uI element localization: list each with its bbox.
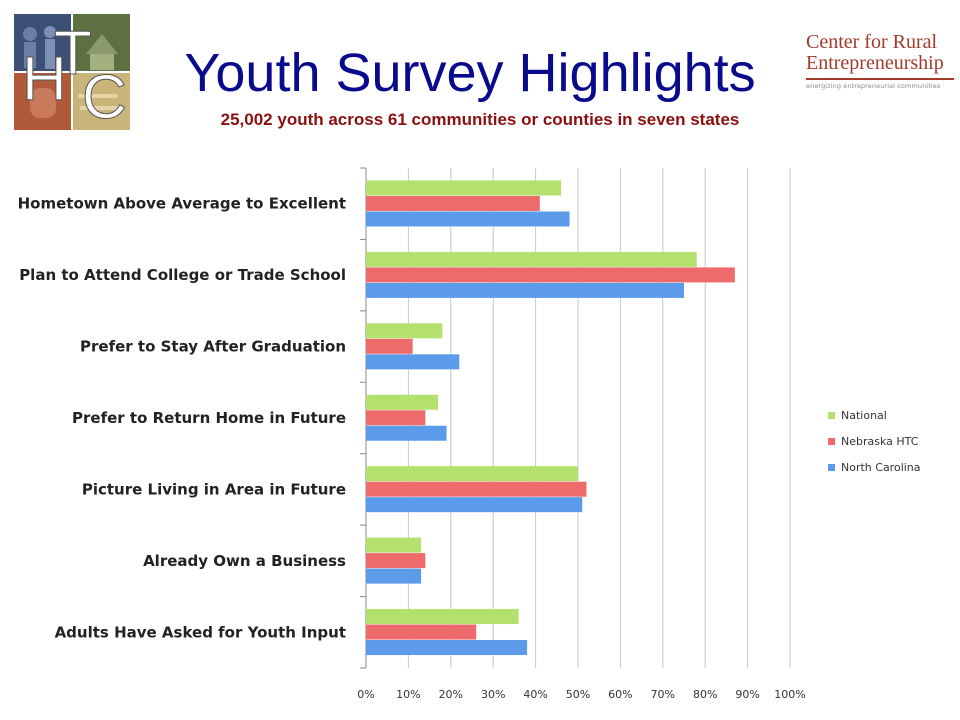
category-label: Picture Living in Area in Future bbox=[82, 480, 346, 498]
htc-logo-letter-c: C bbox=[82, 63, 127, 130]
x-tick-label: 30% bbox=[481, 688, 505, 701]
bar bbox=[366, 624, 477, 640]
bar bbox=[366, 410, 426, 426]
category-label: Plan to Attend College or Trade School bbox=[19, 266, 346, 284]
legend-swatch bbox=[828, 463, 835, 471]
category-label: Prefer to Stay After Graduation bbox=[80, 338, 346, 356]
cre-logo: Center for Rural Entrepreneurship energi… bbox=[806, 32, 956, 90]
bar bbox=[366, 609, 519, 625]
bar bbox=[366, 481, 587, 497]
x-tick-label: 40% bbox=[523, 688, 547, 701]
page-title: Youth Survey Highlights bbox=[184, 43, 756, 103]
bar bbox=[366, 640, 528, 656]
bar bbox=[366, 323, 443, 339]
bar bbox=[366, 553, 426, 569]
legend-item: National bbox=[828, 402, 921, 428]
chart-legend: National Nebraska HTC North Carolina bbox=[828, 402, 921, 480]
bar bbox=[366, 394, 439, 410]
legend-item: North Carolina bbox=[828, 454, 921, 480]
bar bbox=[366, 466, 578, 482]
bar bbox=[366, 338, 413, 354]
category-label: Hometown Above Average to Excellent bbox=[18, 195, 346, 213]
category-label: Already Own a Business bbox=[143, 552, 346, 570]
legend-item: Nebraska HTC bbox=[828, 428, 921, 454]
cre-logo-tagline: energizing entrepreneurial communities bbox=[806, 82, 941, 90]
bar bbox=[366, 282, 684, 298]
legend-swatch bbox=[828, 411, 835, 419]
htc-logo-letter-h: H bbox=[22, 45, 67, 114]
x-tick-label: 20% bbox=[439, 688, 463, 701]
page-subtitle: 25,002 youth across 61 communities or co… bbox=[220, 110, 740, 129]
htc-logo-letter-t: T bbox=[54, 19, 92, 88]
category-label: Adults Have Asked for Youth Input bbox=[55, 623, 346, 641]
category-label: Prefer to Return Home in Future bbox=[72, 409, 346, 427]
x-tick-label: 0% bbox=[357, 688, 374, 701]
x-tick-label: 50% bbox=[566, 688, 590, 701]
x-tick-label: 90% bbox=[735, 688, 759, 701]
bar bbox=[366, 537, 422, 553]
cre-logo-line2: Entrepreneurship bbox=[806, 52, 944, 74]
x-tick-label: 60% bbox=[608, 688, 632, 701]
cre-logo-line1: Center for Rural bbox=[806, 31, 938, 53]
x-tick-label: 10% bbox=[396, 688, 420, 701]
x-tick-label: 100% bbox=[774, 688, 805, 701]
bar bbox=[366, 251, 697, 267]
bar bbox=[366, 180, 562, 196]
legend-swatch bbox=[828, 437, 835, 445]
bar bbox=[366, 195, 540, 211]
cre-logo-rule bbox=[806, 78, 954, 80]
bar bbox=[366, 497, 583, 513]
x-tick-label: 80% bbox=[693, 688, 717, 701]
x-tick-label: 70% bbox=[651, 688, 675, 701]
bar bbox=[366, 425, 447, 441]
bar bbox=[366, 211, 570, 227]
legend-label: National bbox=[841, 408, 887, 422]
bar bbox=[366, 354, 460, 370]
legend-label: Nebraska HTC bbox=[841, 434, 919, 448]
bar bbox=[366, 568, 422, 584]
legend-label: North Carolina bbox=[841, 460, 921, 474]
bar bbox=[366, 267, 735, 283]
htc-logo: H T C bbox=[14, 14, 130, 130]
